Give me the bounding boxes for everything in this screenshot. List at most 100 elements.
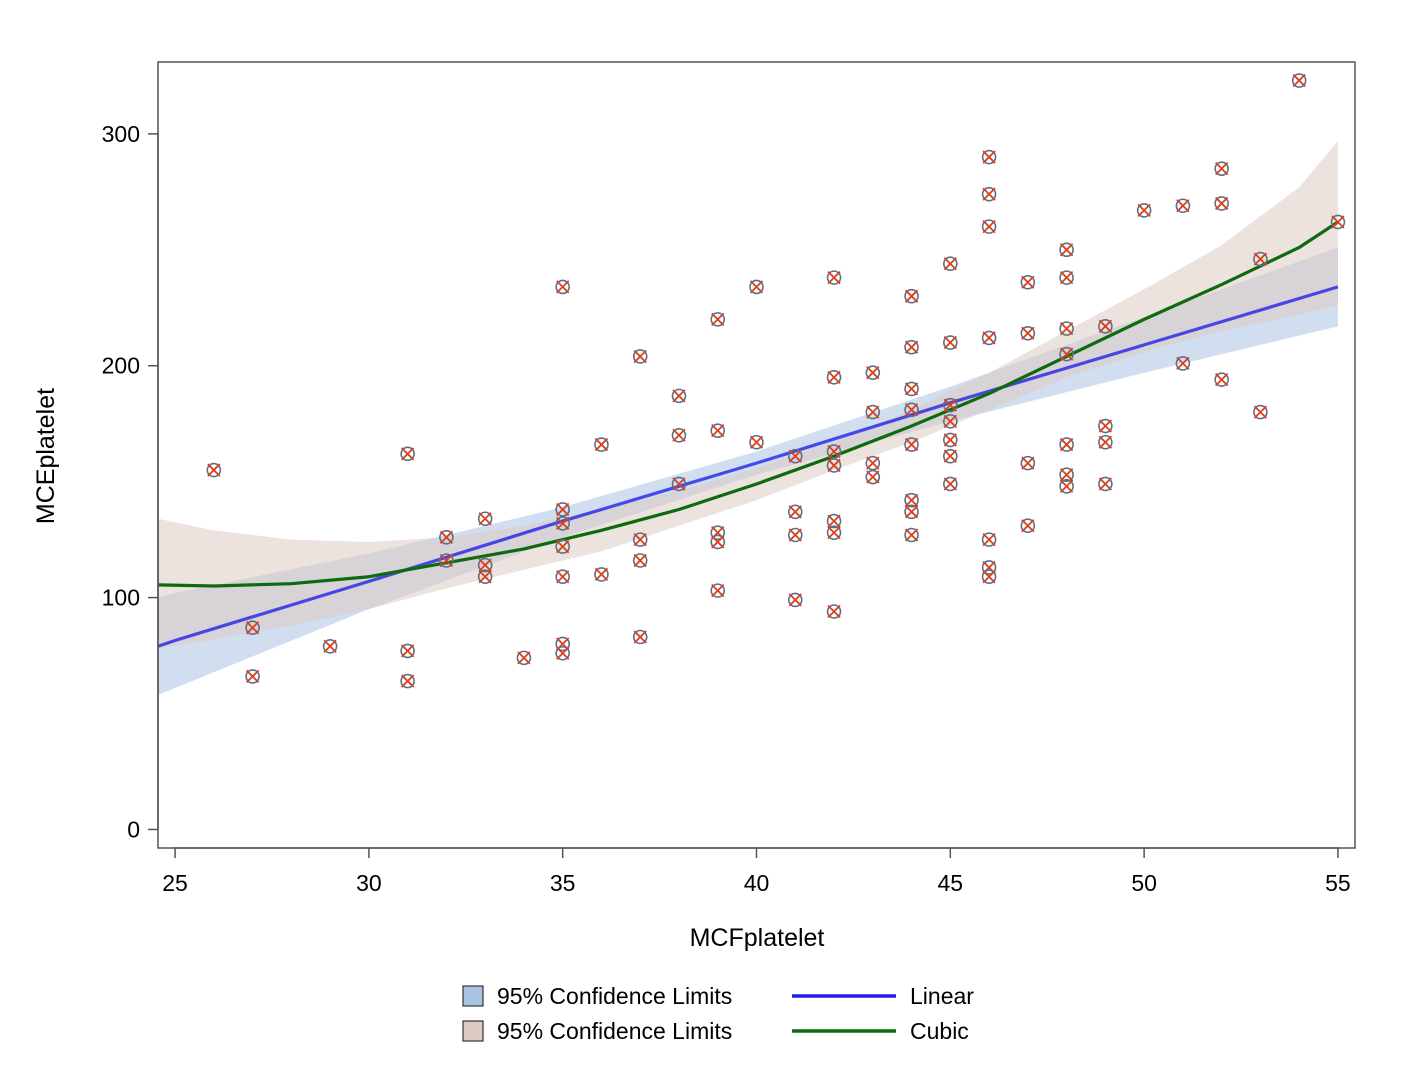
data-point (1175, 356, 1191, 371)
point-x-marker (982, 219, 996, 234)
data-point (206, 462, 222, 478)
point-x-marker (943, 335, 957, 350)
point-x-marker (207, 463, 221, 477)
point-circle-marker (555, 636, 570, 652)
data-point (1059, 437, 1074, 452)
point-x-marker (788, 593, 802, 607)
point-x-marker (672, 428, 686, 442)
point-circle-marker (904, 381, 919, 397)
point-circle-marker (555, 569, 570, 585)
point-x-marker (866, 470, 880, 484)
point-circle-marker (943, 256, 958, 272)
point-circle-marker (245, 620, 260, 636)
point-x-marker (439, 530, 454, 544)
point-circle-marker (1020, 274, 1036, 290)
cubic-fit-line (158, 220, 1339, 588)
point-x-marker (245, 621, 260, 635)
point-x-marker (672, 389, 686, 403)
data-point (555, 539, 570, 554)
point-circle-marker (710, 534, 726, 550)
data-point (865, 365, 881, 380)
point-x-marker (478, 570, 492, 584)
point-x-marker (594, 437, 609, 452)
data-point (516, 650, 532, 666)
point-circle-marker (904, 504, 919, 520)
point-circle-marker (943, 476, 958, 492)
legend: 95% Confidence Limits 95% Confidence Limi… (462, 983, 974, 1044)
x-tick-label: 50 (1131, 870, 1157, 896)
data-points (206, 73, 1346, 689)
data-point (439, 530, 454, 545)
data-point (749, 279, 764, 295)
point-circle-marker (710, 525, 726, 540)
point-circle-marker (322, 638, 338, 654)
point-x-marker (1059, 347, 1074, 361)
point-x-marker (1059, 243, 1074, 257)
point-circle-marker (787, 527, 803, 543)
point-x-marker (827, 444, 841, 459)
point-x-marker (1176, 199, 1190, 213)
point-x-marker (904, 340, 919, 354)
point-circle-marker (1175, 198, 1191, 214)
point-x-marker (904, 437, 919, 452)
point-circle-marker (1059, 437, 1074, 452)
point-circle-marker (1059, 321, 1074, 336)
data-point (1175, 198, 1191, 214)
data-point (904, 288, 919, 304)
point-x-marker (478, 558, 492, 572)
data-point (555, 569, 570, 585)
data-point (943, 256, 958, 272)
point-x-marker (1331, 215, 1345, 229)
point-circle-marker (1059, 242, 1074, 258)
point-circle-marker (1020, 325, 1036, 341)
legend-label: Cubic (910, 1018, 969, 1044)
point-x-marker (1176, 356, 1190, 371)
point-circle-marker (400, 446, 415, 462)
point-circle-marker (1214, 196, 1229, 211)
point-x-marker (1021, 275, 1035, 289)
point-circle-marker (1098, 476, 1113, 492)
x-tick-label: 45 (938, 870, 964, 896)
point-x-marker (556, 570, 570, 584)
y-tick-label: 200 (102, 353, 140, 379)
data-point (787, 448, 803, 464)
point-x-marker (982, 570, 996, 584)
point-x-marker (556, 646, 570, 660)
point-circle-marker (1098, 418, 1113, 434)
data-point (865, 469, 881, 485)
point-x-marker (788, 505, 802, 519)
point-circle-marker (1098, 434, 1113, 450)
data-point (904, 504, 919, 520)
point-circle-marker (1059, 467, 1074, 483)
data-point (1214, 372, 1229, 387)
data-point (632, 532, 648, 547)
point-x-marker (1059, 270, 1074, 285)
data-point (477, 557, 493, 573)
point-circle-marker (787, 592, 803, 608)
data-point (671, 476, 687, 492)
point-circle-marker (981, 219, 997, 234)
point-circle-marker (981, 532, 997, 547)
point-circle-marker (1020, 518, 1036, 534)
point-circle-marker (555, 279, 570, 295)
point-circle-marker (749, 279, 764, 295)
point-circle-marker (1098, 319, 1113, 334)
y-tick-label: 300 (102, 121, 140, 147)
point-x-marker (1253, 405, 1268, 419)
legend-label: Linear (910, 983, 974, 1009)
point-circle-marker (981, 569, 997, 585)
point-x-marker (556, 539, 570, 554)
point-x-marker (1292, 73, 1306, 88)
data-point (981, 532, 997, 547)
legend-item: Linear (792, 983, 974, 1009)
point-circle-marker (555, 502, 570, 517)
point-circle-marker (206, 462, 222, 478)
point-x-marker (711, 424, 725, 438)
point-x-marker (943, 477, 957, 491)
point-x-marker (866, 405, 880, 419)
point-circle-marker (632, 629, 648, 645)
point-x-marker (556, 280, 570, 294)
point-x-marker (400, 644, 415, 658)
point-circle-marker (400, 643, 415, 659)
